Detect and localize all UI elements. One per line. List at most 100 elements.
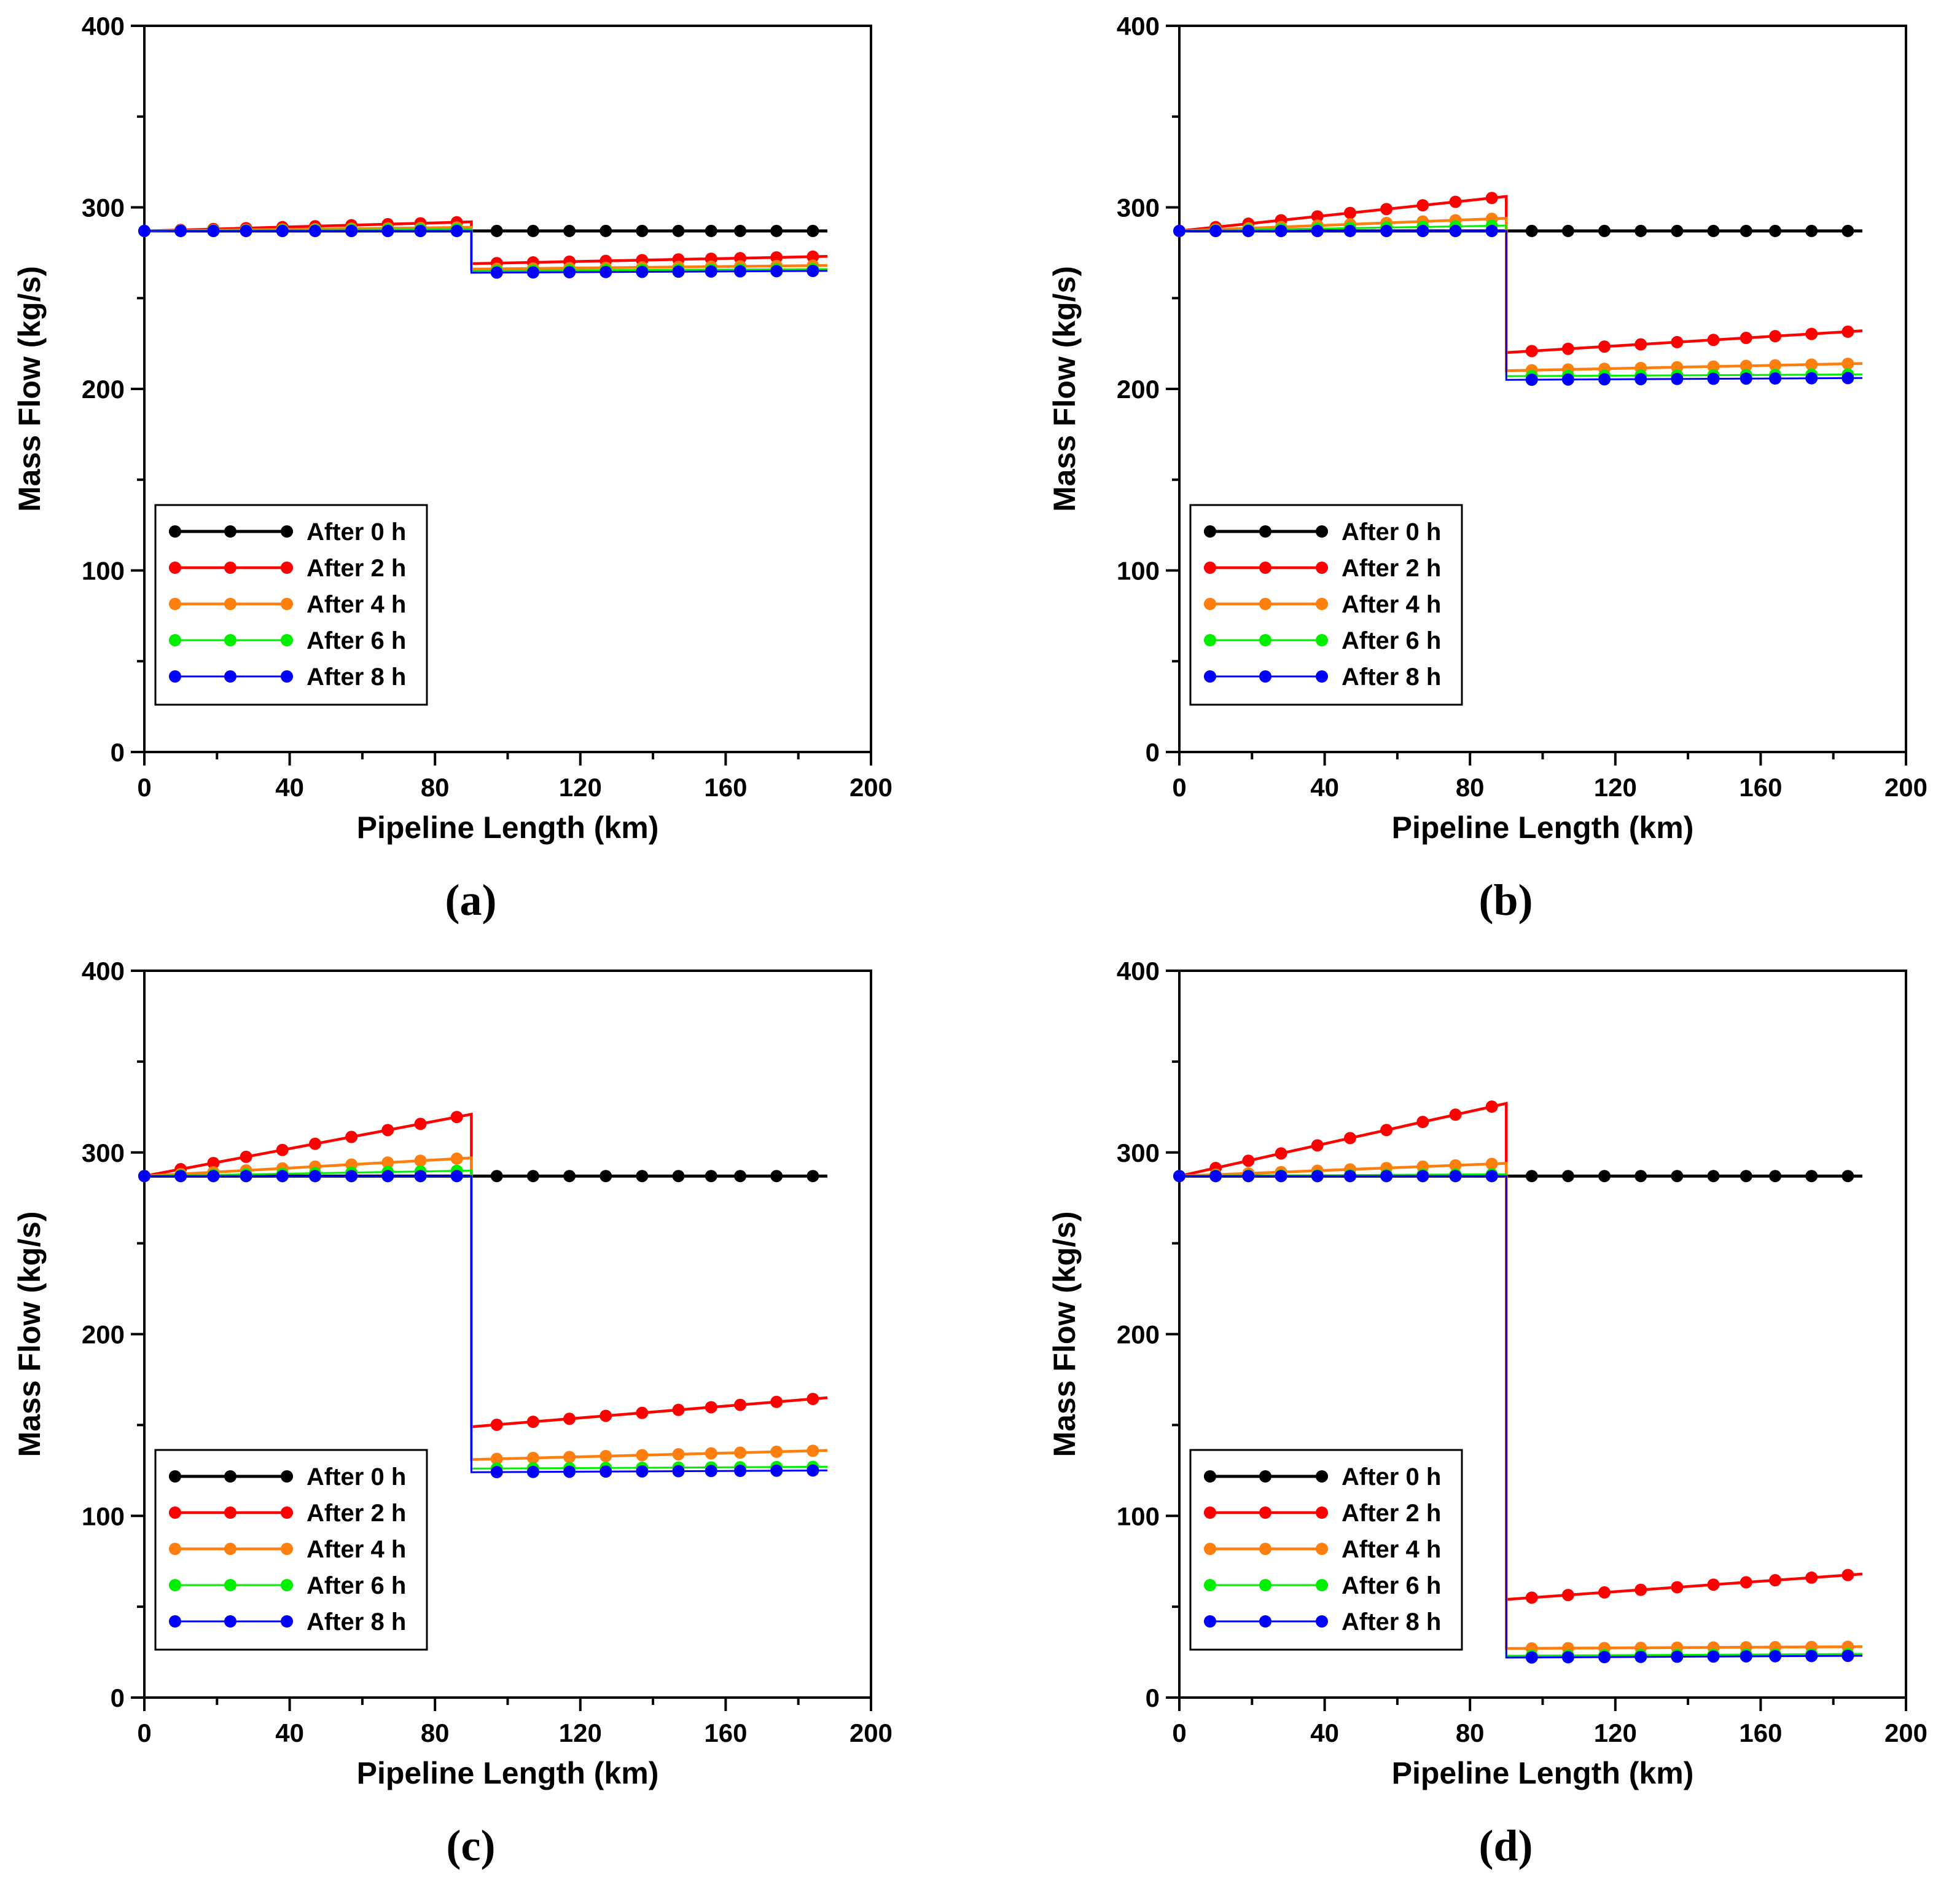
data-point [1805, 358, 1818, 371]
series-line [1179, 216, 1863, 372]
legend-item: After 6 h [1204, 1572, 1441, 1599]
data-point [1449, 1170, 1462, 1183]
data-point [1561, 1651, 1574, 1664]
data-point [705, 224, 717, 237]
data-point [1769, 1574, 1782, 1587]
legend-swatch-marker [1316, 1470, 1328, 1483]
data-point [636, 265, 649, 278]
legend-label: After 2 h [307, 555, 406, 582]
data-point [490, 1170, 503, 1183]
data-point [1525, 345, 1538, 358]
legend-swatch-marker [224, 1470, 236, 1483]
legend-label: After 2 h [1342, 1500, 1441, 1527]
data-point [1707, 1170, 1720, 1183]
data-point [526, 1170, 539, 1183]
data-point [1525, 224, 1538, 237]
data-point [806, 250, 819, 263]
data-point [1561, 342, 1574, 355]
data-point [207, 224, 220, 237]
data-point [636, 1465, 649, 1478]
y-tick-label: 400 [82, 12, 125, 41]
data-point [1805, 1650, 1818, 1663]
y-tick-label: 400 [1117, 957, 1160, 985]
data-point [599, 224, 612, 237]
legend: After 0 h After 2 h After 4 h After 6 h Afte… [154, 504, 428, 706]
data-point [207, 1156, 220, 1169]
legend-label: After 8 h [1342, 1608, 1441, 1636]
data-point [1311, 224, 1324, 237]
legend-swatch-marker [224, 1615, 236, 1628]
data-point [1598, 1586, 1611, 1599]
data-point [1485, 192, 1498, 205]
data-point [450, 1111, 463, 1124]
data-point [276, 1143, 289, 1156]
data-point [1707, 372, 1720, 385]
data-point [381, 224, 394, 237]
data-point [1275, 1147, 1287, 1160]
data-point [526, 266, 539, 279]
data-point [1634, 1170, 1647, 1183]
x-tick-label: 160 [704, 1718, 747, 1747]
legend-swatch-marker [281, 598, 293, 610]
data-point [705, 1170, 717, 1183]
legend-swatch-marker [281, 634, 293, 646]
x-tick-label: 160 [1739, 1718, 1782, 1747]
data-point [1209, 224, 1222, 237]
legend-item: After 4 h [1204, 1536, 1441, 1563]
data-point [1740, 372, 1752, 385]
data-point [1634, 224, 1647, 237]
panel-label: (a) [445, 876, 497, 925]
x-tick-label: 80 [1456, 773, 1485, 802]
data-point [1275, 1170, 1287, 1183]
data-point [1769, 372, 1782, 385]
data-point [1380, 203, 1393, 216]
data-point [1707, 224, 1720, 237]
data-point [1671, 224, 1684, 237]
data-point [526, 1465, 539, 1478]
data-point [563, 1451, 576, 1463]
data-point [705, 265, 717, 278]
legend-label: After 2 h [307, 1500, 406, 1527]
legend-swatch-marker [1316, 525, 1328, 538]
data-point [599, 1449, 612, 1462]
data-point [1525, 1591, 1538, 1604]
data-point [1805, 327, 1818, 340]
legend-swatch-marker [224, 598, 236, 610]
y-tick-label: 400 [82, 957, 125, 985]
data-point [1449, 195, 1462, 208]
y-tick-label: 300 [82, 1138, 125, 1167]
data-point [672, 1448, 685, 1460]
x-tick-label: 120 [1594, 773, 1637, 802]
legend-swatch-marker [1259, 1615, 1271, 1628]
legend-swatch-marker [169, 1579, 181, 1591]
data-point [1416, 1170, 1429, 1183]
legend-item: After 2 h [169, 1500, 406, 1527]
legend-label: After 6 h [1342, 627, 1441, 654]
data-point [1740, 359, 1752, 372]
legend-swatch-marker [281, 562, 293, 574]
legend-swatch-marker [1259, 598, 1271, 610]
data-point [1671, 1581, 1684, 1594]
data-point [1671, 1170, 1684, 1183]
legend: After 0 h After 2 h After 4 h After 6 h Afte… [1189, 504, 1463, 706]
x-tick-label: 80 [421, 773, 450, 802]
data-point [1769, 359, 1782, 372]
data-point [381, 1156, 394, 1169]
x-tick-label: 160 [704, 773, 747, 802]
data-point [770, 251, 783, 264]
x-tick-label: 120 [559, 1718, 602, 1747]
legend-swatch-marker [1259, 562, 1271, 574]
data-point [806, 1170, 819, 1183]
chart-panel-a: 0 40 80 120 160 200 0 100 200 300 400 Pipeline Leng… [12, 12, 892, 925]
legend-item: After 0 h [169, 1463, 406, 1491]
data-point [1525, 1170, 1538, 1183]
data-point [309, 1137, 322, 1150]
data-point [1380, 224, 1393, 237]
legend-swatch-marker [1204, 598, 1216, 610]
y-tick-label: 200 [1117, 375, 1160, 404]
legend-swatch-marker [281, 1506, 293, 1519]
data-point [734, 224, 747, 237]
data-point [1769, 330, 1782, 343]
legend-swatch-marker [1204, 1506, 1216, 1519]
